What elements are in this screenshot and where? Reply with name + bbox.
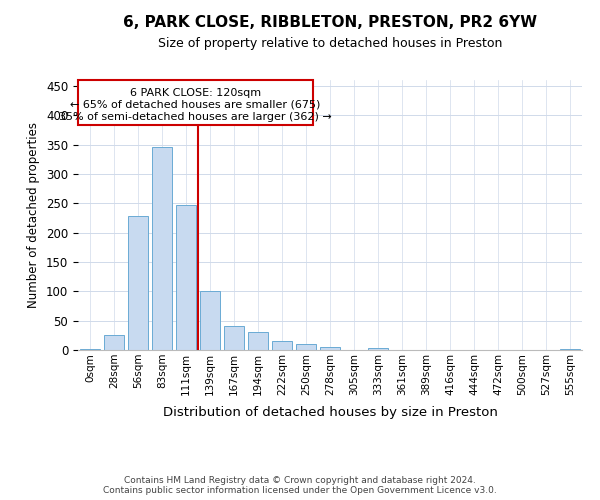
Bar — [128, 216, 148, 350]
Y-axis label: Number of detached properties: Number of detached properties — [28, 122, 40, 308]
Bar — [80, 349, 100, 350]
X-axis label: Distribution of detached houses by size in Preston: Distribution of detached houses by size … — [163, 406, 497, 419]
Bar — [560, 349, 580, 350]
Text: 35% of semi-detached houses are larger (362) →: 35% of semi-detached houses are larger (… — [59, 112, 332, 122]
Text: 6, PARK CLOSE, RIBBLETON, PRESTON, PR2 6YW: 6, PARK CLOSE, RIBBLETON, PRESTON, PR2 6… — [123, 15, 537, 30]
Bar — [272, 341, 292, 350]
Bar — [320, 347, 340, 350]
Text: Size of property relative to detached houses in Preston: Size of property relative to detached ho… — [158, 38, 502, 51]
Bar — [296, 344, 316, 350]
Text: ← 65% of detached houses are smaller (675): ← 65% of detached houses are smaller (67… — [70, 100, 321, 110]
Bar — [152, 147, 172, 350]
Text: Contains HM Land Registry data © Crown copyright and database right 2024.
Contai: Contains HM Land Registry data © Crown c… — [103, 476, 497, 495]
Text: 6 PARK CLOSE: 120sqm: 6 PARK CLOSE: 120sqm — [130, 88, 261, 98]
Bar — [104, 336, 124, 350]
Bar — [224, 326, 244, 350]
Bar — [176, 205, 196, 350]
Bar — [200, 290, 220, 350]
Bar — [368, 348, 388, 350]
Bar — [248, 332, 268, 350]
Bar — [78, 80, 313, 125]
